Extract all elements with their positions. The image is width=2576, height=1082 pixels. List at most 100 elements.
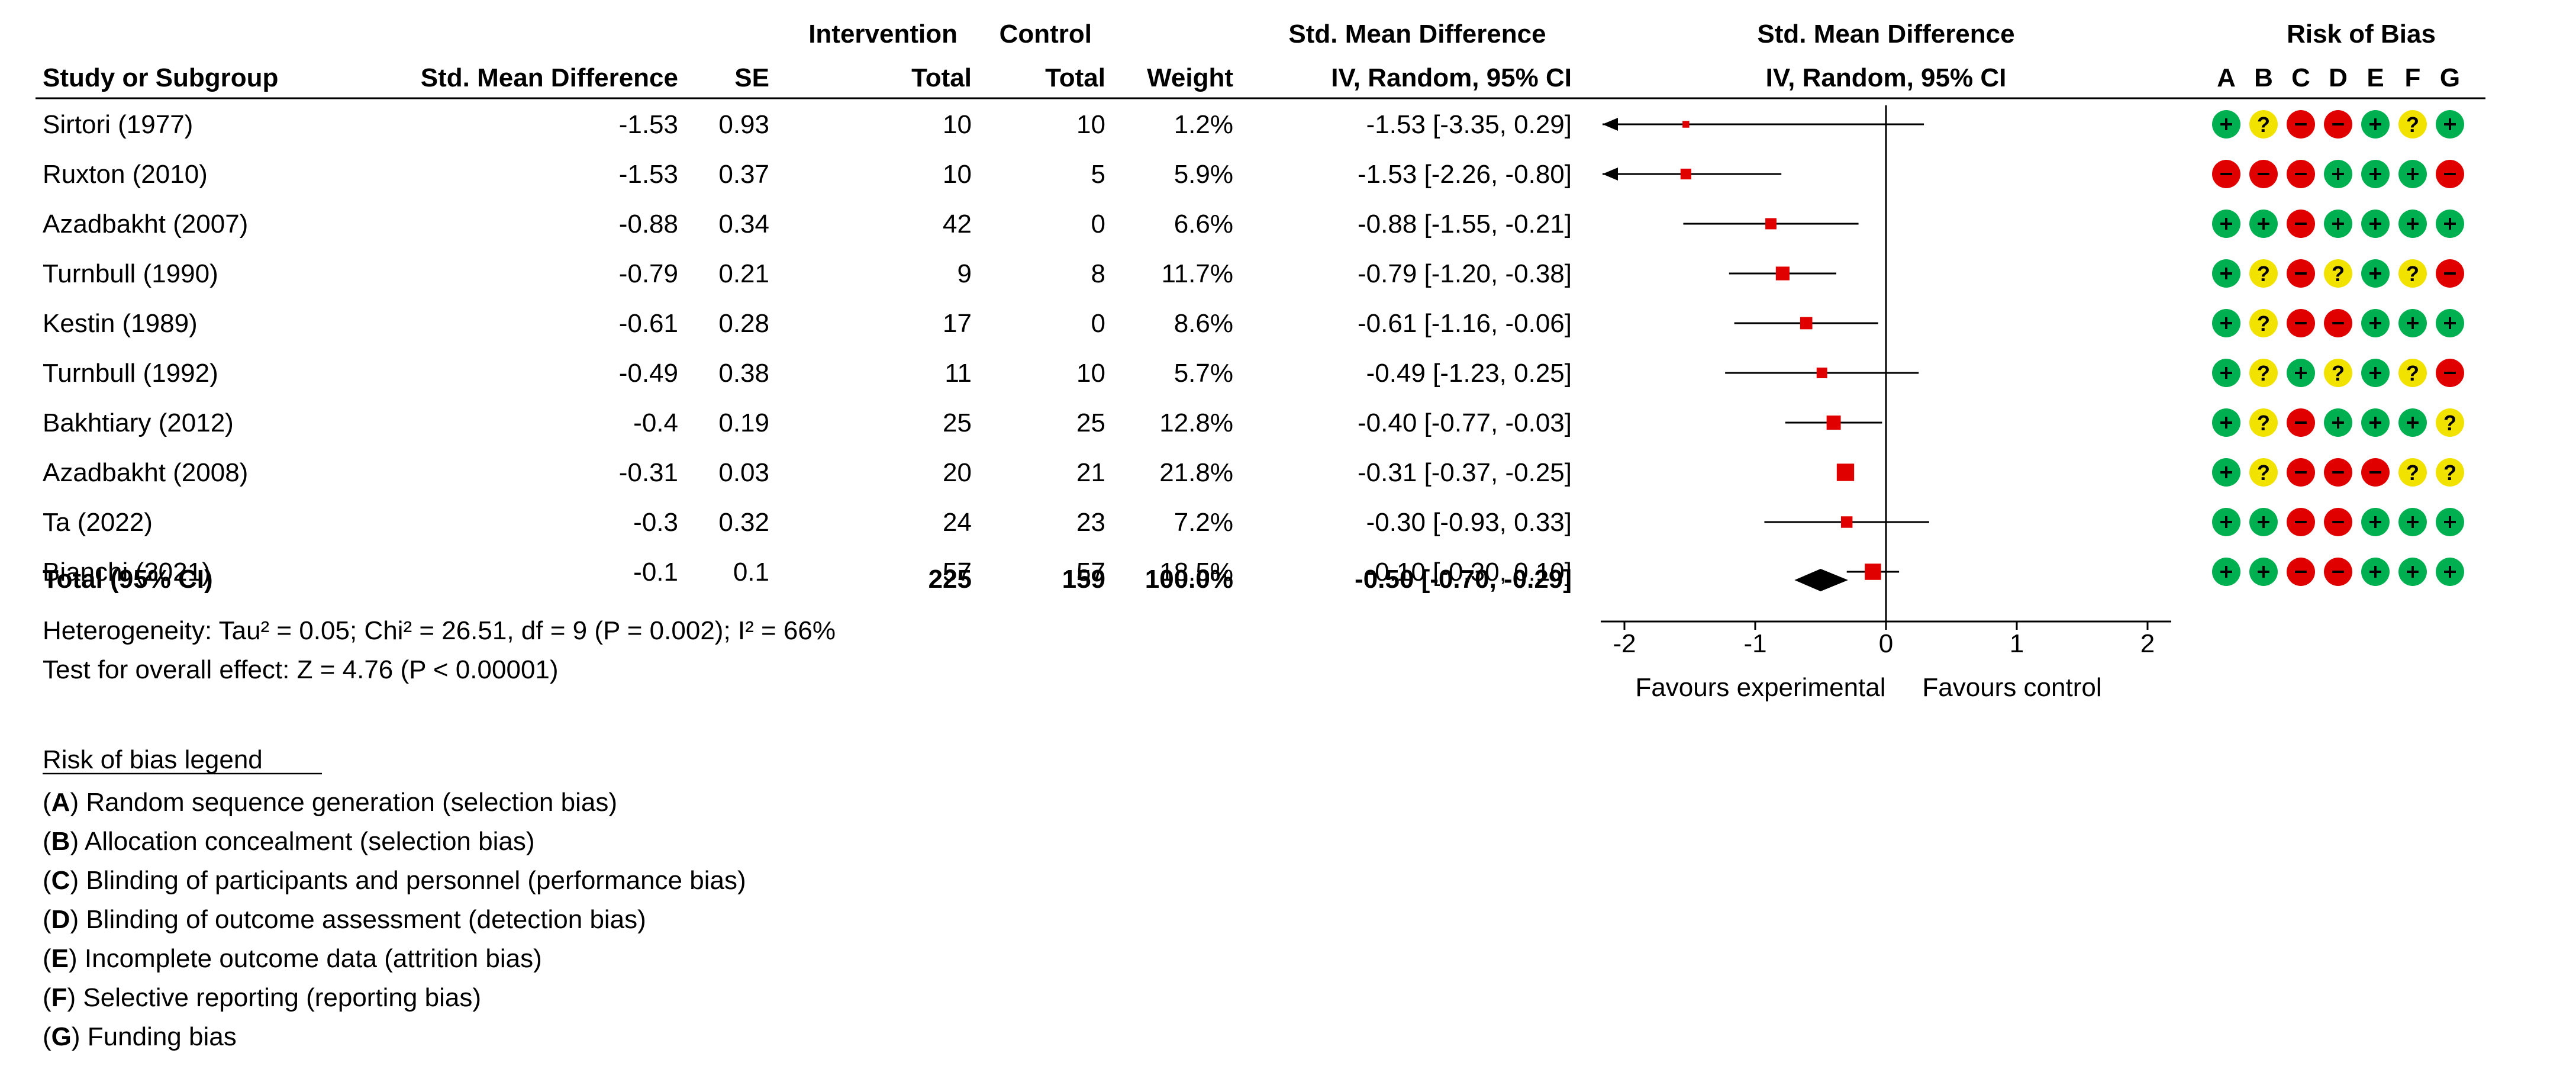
- rob-circle: [2361, 558, 2390, 586]
- rob-letter-a: A: [2217, 63, 2236, 92]
- study-name: Ta (2022): [43, 508, 153, 537]
- study-int-total: 17: [943, 309, 972, 338]
- legend-item: (E) Incomplete outcome data (attrition b…: [43, 944, 542, 973]
- rob-circle: ?: [2436, 408, 2464, 437]
- study-int-total: 9: [957, 259, 972, 288]
- rob-circle: [2324, 408, 2352, 437]
- svg-text:?: ?: [2406, 361, 2419, 385]
- study-weight: 5.9%: [1174, 160, 1233, 189]
- header-rob-title: Risk of Bias: [2287, 20, 2436, 49]
- svg-text:?: ?: [2443, 461, 2456, 485]
- total-ci: -0.50 [-0.70, -0.29]: [1355, 565, 1572, 594]
- point-estimate: [1680, 168, 1691, 180]
- study-se: 0.03: [718, 458, 769, 487]
- study-name: Azadbakht (2008): [43, 458, 248, 487]
- header-int-total: Total: [911, 63, 972, 92]
- rob-circle: ?: [2398, 259, 2427, 288]
- study-weight: 6.6%: [1174, 210, 1233, 239]
- point-estimate: [1800, 317, 1813, 330]
- rob-circle: [2212, 408, 2240, 437]
- study-smd: -0.4: [633, 408, 678, 437]
- study-weight: 5.7%: [1174, 359, 1233, 388]
- svg-text:?: ?: [2332, 262, 2345, 286]
- table-row: Ruxton (2010) -1.53 0.37 10 5 5.9% -1.53 [-2.2…: [43, 160, 2464, 189]
- x-tick-label: 2: [2140, 629, 2155, 658]
- heterogeneity-text: Heterogeneity: Tau² = 0.05; Chi² = 26.51…: [43, 616, 836, 645]
- rob-circle: [2436, 259, 2464, 288]
- study-smd: -0.61: [619, 309, 678, 338]
- header-se: SE: [734, 63, 769, 92]
- rob-circle: [2287, 408, 2315, 437]
- rob-circle: [2398, 309, 2427, 337]
- table-row: Bakhtiary (2012) -0.4 0.19 25 25 12.8% -0.40 […: [43, 408, 2464, 437]
- svg-text:?: ?: [2332, 361, 2345, 385]
- rob-circle: ?: [2324, 259, 2352, 288]
- rob-circle: [2398, 210, 2427, 238]
- table-row: Azadbakht (2007) -0.88 0.34 42 0 6.6% -0.88 [-…: [43, 210, 2464, 239]
- rob-circle: [2361, 408, 2390, 437]
- study-weight: 21.8%: [1159, 458, 1233, 487]
- rob-circle: [2212, 110, 2240, 139]
- legend-item: (A) Random sequence generation (selectio…: [43, 788, 617, 817]
- svg-text:?: ?: [2257, 411, 2270, 435]
- rob-circle: [2287, 110, 2315, 139]
- table-row: Turnbull (1992) -0.49 0.38 11 10 5.7% -0.49 [-…: [43, 359, 2464, 388]
- study-int-total: 42: [943, 210, 972, 239]
- study-name: Bianchi (2021): [43, 558, 211, 587]
- study-ci: -1.53 [-2.26, -0.80]: [1358, 160, 1572, 189]
- point-estimate: [1816, 368, 1827, 378]
- rob-circle: [2436, 359, 2464, 387]
- rob-circle: [2212, 458, 2240, 487]
- table-row: Azadbakht (2008) -0.31 0.03 20 21 21.8% -0.31 …: [43, 458, 2464, 487]
- rob-letter-f: F: [2405, 63, 2421, 92]
- study-ci: -0.10 [-0.30, 0.10]: [1366, 558, 1572, 587]
- rob-circle: [2436, 309, 2464, 337]
- total-int: 225: [928, 565, 972, 594]
- header-weight: Weight: [1147, 63, 1233, 92]
- rob-circle: [2212, 359, 2240, 387]
- rob-circle: [2324, 160, 2352, 188]
- study-smd: -0.79: [619, 259, 678, 288]
- study-ci: -0.31 [-0.37, -0.25]: [1358, 458, 1572, 487]
- study-ci: -0.40 [-0.77, -0.03]: [1358, 408, 1572, 437]
- x-tick-label: -2: [1613, 629, 1636, 658]
- study-ci: -0.88 [-1.55, -0.21]: [1358, 210, 1572, 239]
- rob-circle: [2436, 160, 2464, 188]
- study-name: Kestin (1989): [43, 309, 198, 338]
- header-ctl-total: Total: [1045, 63, 1105, 92]
- total-weight: 100.0%: [1145, 565, 1233, 594]
- plot-area: -2 -1 0 1 2: [1601, 105, 2171, 658]
- rob-circle: [2436, 110, 2464, 139]
- legend-item: (F) Selective reporting (reporting bias): [43, 983, 481, 1012]
- rob-circle: [2324, 309, 2352, 337]
- study-ci: -0.79 [-1.20, -0.38]: [1358, 259, 1572, 288]
- legend-title: Risk of bias legend: [43, 745, 263, 774]
- study-int-total: 24: [943, 508, 972, 537]
- study-name: Turnbull (1990): [43, 259, 218, 288]
- study-ctl-total: 5: [1091, 160, 1105, 189]
- header-smd-group: Std. Mean Difference: [1288, 20, 1546, 49]
- study-smd: -0.49: [619, 359, 678, 388]
- table-row: Ta (2022) -0.3 0.32 24 23 7.2% -0.30 [-0.93, 0…: [43, 508, 2464, 537]
- study-ctl-total: 8: [1091, 259, 1105, 288]
- point-estimate: [1836, 463, 1855, 481]
- study-se: 0.37: [718, 160, 769, 189]
- rob-circle: [2436, 210, 2464, 238]
- rob-circle: [2398, 558, 2427, 586]
- study-ctl-total: 23: [1076, 508, 1105, 537]
- total-label: Total (95% CI): [43, 565, 213, 594]
- rob-circle: [2361, 359, 2390, 387]
- point-estimate: [1865, 563, 1881, 580]
- rob-circle: ?: [2324, 359, 2352, 387]
- ci-arrow-left: [1603, 118, 1618, 131]
- point-estimate: [1840, 516, 1853, 528]
- rob-circle: [2324, 110, 2352, 139]
- rob-circle: [2436, 558, 2464, 586]
- study-int-total: 20: [943, 458, 972, 487]
- study-se: 0.21: [718, 259, 769, 288]
- study-ci: -0.30 [-0.93, 0.33]: [1366, 508, 1572, 537]
- study-weight: 11.7%: [1162, 259, 1234, 288]
- header-control: Control: [1000, 20, 1092, 49]
